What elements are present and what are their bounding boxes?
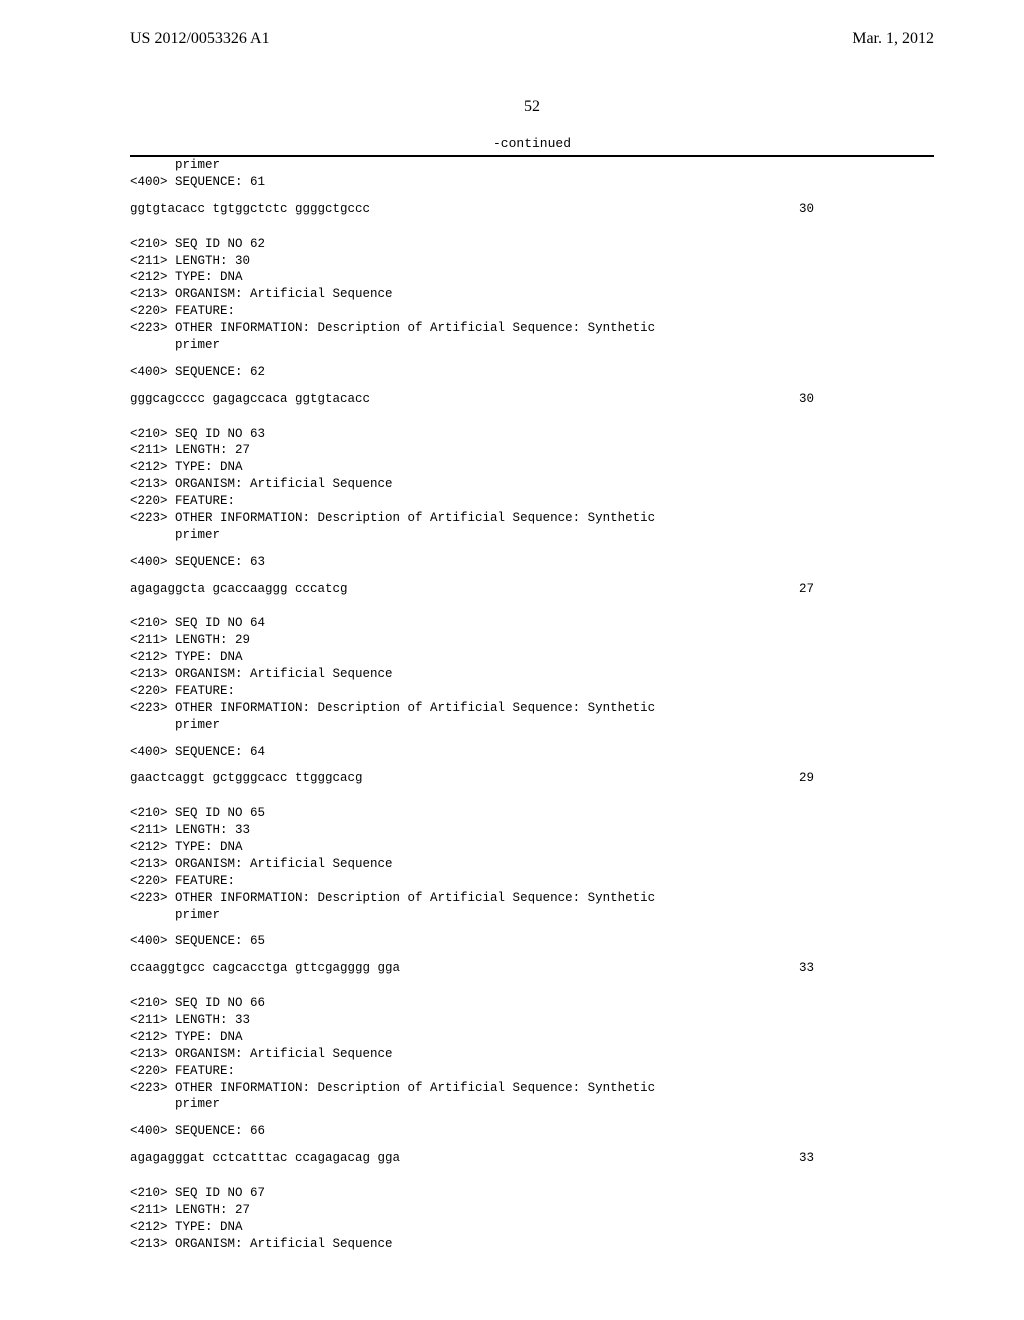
sequence-label: <400> SEQUENCE: 63	[130, 554, 934, 571]
sequence-header: <210> SEQ ID NO 63 <211> LENGTH: 27 <212…	[130, 426, 934, 544]
sequence-entry: <400> SEQUENCE: 61 ggtgtacacc tgtggctctc…	[130, 174, 934, 218]
sequence-row: ggtgtacacc tgtggctctc ggggctgccc 30	[130, 201, 934, 218]
sequence-row: gaactcaggt gctgggcacc ttgggcacg 29	[130, 770, 934, 787]
sequence-entry: <210> SEQ ID NO 65 <211> LENGTH: 33 <212…	[130, 805, 934, 977]
sequence-entry: <210> SEQ ID NO 64 <211> LENGTH: 29 <212…	[130, 615, 934, 787]
sequence-length: 30	[799, 391, 934, 408]
sequence-header: <210> SEQ ID NO 64 <211> LENGTH: 29 <212…	[130, 615, 934, 733]
sequence-row: agagagggat cctcatttac ccagagacag gga 33	[130, 1150, 934, 1167]
sequence-row: gggcagcccc gagagccaca ggtgtacacc 30	[130, 391, 934, 408]
sequence-header: <210> SEQ ID NO 65 <211> LENGTH: 33 <212…	[130, 805, 934, 923]
sequence-text: ggtgtacacc tgtggctctc ggggctgccc	[130, 201, 370, 218]
sequence-length: 33	[799, 1150, 934, 1167]
sequence-length: 27	[799, 581, 934, 598]
sequence-entry: <210> SEQ ID NO 66 <211> LENGTH: 33 <212…	[130, 995, 934, 1167]
publication-number: US 2012/0053326 A1	[130, 30, 270, 48]
page-number: 52	[130, 98, 934, 116]
sequence-text: agagaggcta gcaccaaggg cccatcg	[130, 581, 348, 598]
sequence-length: 29	[799, 770, 934, 787]
continued-label: -continued	[130, 136, 934, 151]
sequence-entry: <210> SEQ ID NO 67 <211> LENGTH: 27 <212…	[130, 1185, 934, 1253]
sequence-text: gaactcaggt gctgggcacc ttgggcacg	[130, 770, 363, 787]
sequence-header: <210> SEQ ID NO 67 <211> LENGTH: 27 <212…	[130, 1185, 934, 1253]
sequence-entry: <210> SEQ ID NO 62 <211> LENGTH: 30 <212…	[130, 236, 934, 408]
sequence-label: <400> SEQUENCE: 65	[130, 933, 934, 950]
listing-top-fragment: primer	[130, 157, 934, 174]
sequence-entry: <210> SEQ ID NO 63 <211> LENGTH: 27 <212…	[130, 426, 934, 598]
publication-date: Mar. 1, 2012	[852, 30, 934, 48]
page: US 2012/0053326 A1 Mar. 1, 2012 52 -cont…	[0, 0, 1024, 1320]
sequence-row: ccaaggtgcc cagcacctga gttcgagggg gga 33	[130, 960, 934, 977]
sequence-length: 33	[799, 960, 934, 977]
sequence-header: <210> SEQ ID NO 66 <211> LENGTH: 33 <212…	[130, 995, 934, 1113]
sequence-text: ccaaggtgcc cagcacctga gttcgagggg gga	[130, 960, 400, 977]
sequence-label: <400> SEQUENCE: 62	[130, 364, 934, 381]
sequence-label: <400> SEQUENCE: 61	[130, 174, 934, 191]
sequence-length: 30	[799, 201, 934, 218]
sequence-text: agagagggat cctcatttac ccagagacag gga	[130, 1150, 400, 1167]
sequence-label: <400> SEQUENCE: 66	[130, 1123, 934, 1140]
page-header: US 2012/0053326 A1 Mar. 1, 2012	[130, 30, 934, 48]
sequence-row: agagaggcta gcaccaaggg cccatcg 27	[130, 581, 934, 598]
sequence-header: <210> SEQ ID NO 62 <211> LENGTH: 30 <212…	[130, 236, 934, 354]
sequence-text: gggcagcccc gagagccaca ggtgtacacc	[130, 391, 370, 408]
sequence-label: <400> SEQUENCE: 64	[130, 744, 934, 761]
